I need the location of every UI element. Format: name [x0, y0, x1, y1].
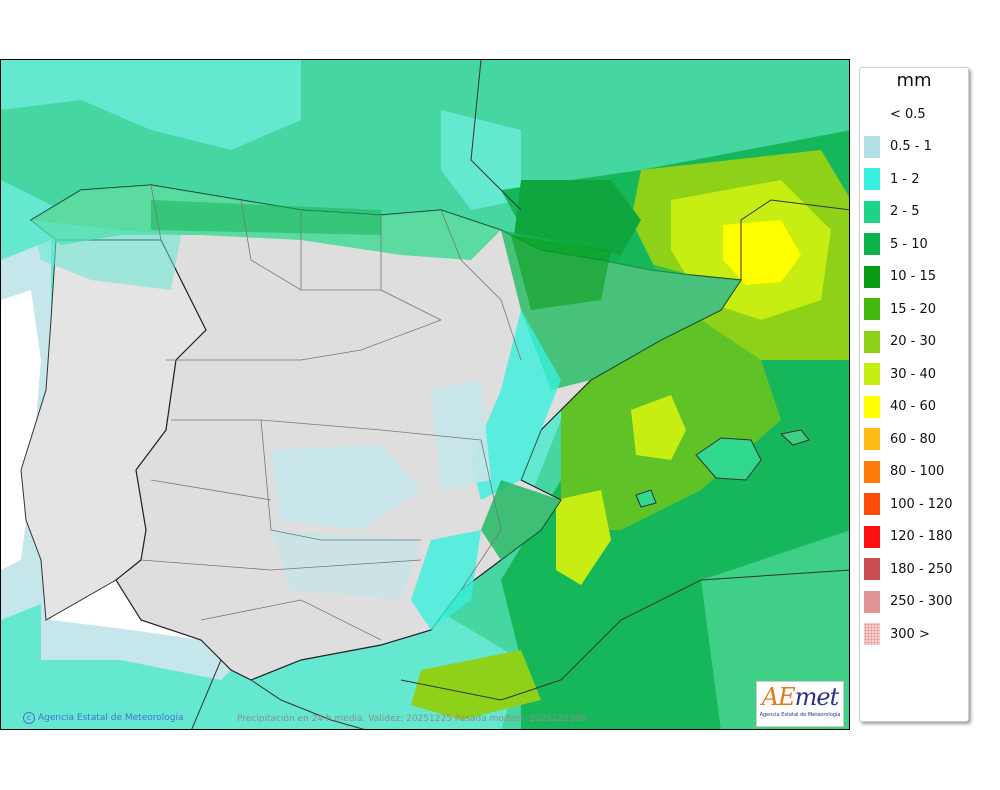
land-precip-east — [471, 310, 561, 500]
legend-item: < 0.5 — [860, 98, 968, 131]
legend-swatch — [864, 200, 880, 223]
legend-label: 1 - 2 — [890, 171, 920, 187]
credit-line: c Agencia Estatal de Meteorología — [23, 712, 184, 724]
legend-item: 5 - 10 — [860, 228, 968, 261]
legend-label: 120 - 180 — [890, 529, 953, 545]
legend-item: 30 - 40 — [860, 358, 968, 391]
legend-item: 20 - 30 — [860, 326, 968, 359]
legend-swatch — [864, 363, 880, 386]
island-ibiza — [635, 489, 657, 508]
field-20-30-balearic — [631, 395, 686, 460]
legend-swatch — [864, 493, 880, 516]
legend-item: 120 - 180 — [860, 521, 968, 554]
land-precip-valencia — [481, 480, 561, 560]
copyright-icon: c — [23, 712, 35, 724]
legend-label: 60 - 80 — [890, 431, 937, 447]
legend-label: 30 - 40 — [890, 366, 937, 382]
legend-label: 5 - 10 — [890, 236, 928, 252]
legend-swatch — [864, 590, 880, 613]
legend-item: 15 - 20 — [860, 293, 968, 326]
legend-swatch — [864, 395, 880, 418]
aemet-logo: AEmet Agencia Estatal de Meteorología — [756, 681, 844, 727]
legend-label: 180 - 250 — [890, 561, 953, 577]
legend-swatch — [864, 525, 880, 548]
legend-label: 100 - 120 — [890, 496, 953, 512]
legend-item: 2 - 5 — [860, 196, 968, 229]
legend-item: 80 - 100 — [860, 456, 968, 489]
field-40-60-core — [723, 220, 801, 285]
legend-item: 180 - 250 — [860, 553, 968, 586]
land-precip-interior-1 — [271, 445, 421, 530]
legend-swatch — [864, 623, 880, 646]
credit-text: Agencia Estatal de Meteorología — [38, 713, 184, 723]
legend-swatch — [864, 233, 880, 256]
foreign-coastlines — [191, 60, 849, 729]
region-borders — [140, 184, 522, 641]
legend-item: 60 - 80 — [860, 423, 968, 456]
legend-item: 0.5 - 1 — [860, 131, 968, 164]
legend-swatch — [864, 168, 880, 191]
legend-item: 10 - 15 — [860, 261, 968, 294]
legend-label: 250 - 300 — [890, 594, 953, 610]
legend-label: 2 - 5 — [890, 204, 920, 220]
legend-label: 10 - 15 — [890, 269, 937, 285]
legend-label: < 0.5 — [890, 106, 926, 122]
aemet-wordmark: AEmet — [761, 683, 839, 711]
legend-swatch — [864, 103, 880, 126]
legend-swatch — [864, 460, 880, 483]
legend-item: 100 - 120 — [860, 488, 968, 521]
legend-panel: mm < 0.5 0.5 - 1 1 - 2 2 - 5 5 - 10 10 - 15 15… — [859, 67, 969, 722]
legend-item: 300 > — [860, 618, 968, 651]
island-menorca — [779, 429, 810, 446]
legend-item: 40 - 60 — [860, 391, 968, 424]
legend-swatch — [864, 428, 880, 451]
legend-swatch — [864, 265, 880, 288]
field-20-30-alboran — [411, 650, 541, 720]
legend-items: < 0.5 0.5 - 1 1 - 2 2 - 5 5 - 10 10 - 15 15 - … — [860, 98, 968, 651]
legend-label: 40 - 60 — [890, 399, 937, 415]
map-caption: Precipitación en 24 h media. Validez: 20… — [237, 714, 587, 724]
legend-label: 15 - 20 — [890, 301, 937, 317]
field-1-2-gulf — [441, 110, 521, 210]
legend-label: 20 - 30 — [890, 334, 937, 350]
legend-swatch — [864, 330, 880, 353]
legend-label: 300 > — [890, 626, 930, 642]
legend-swatch — [864, 558, 880, 581]
legend-item: 250 - 300 — [860, 586, 968, 619]
legend-label: 80 - 100 — [890, 464, 945, 480]
island-mallorca — [695, 437, 762, 481]
precipitation-map[interactable]: c Agencia Estatal de Meteorología Precip… — [0, 59, 850, 730]
legend-label: 0.5 - 1 — [890, 139, 932, 155]
land-precip-galicia — [31, 220, 181, 290]
land-precip-cantabria — [151, 200, 381, 235]
land-precip-south-east — [411, 530, 481, 630]
field-20-30-valencia — [556, 490, 611, 585]
land-precip-interior-2 — [431, 380, 491, 490]
aemet-logo-subtitle: Agencia Estatal de Meteorología — [759, 712, 841, 718]
legend-swatch — [864, 298, 880, 321]
legend-item: 1 - 2 — [860, 163, 968, 196]
field-1-2-nw — [1, 60, 301, 150]
map-canvas — [1, 60, 849, 729]
field-2-5-sardinia — [701, 530, 849, 729]
legend-swatch — [864, 135, 880, 158]
legend-unit: mm — [896, 70, 932, 91]
land-precip-pyrenees — [511, 235, 611, 310]
field-none-west — [1, 290, 41, 570]
